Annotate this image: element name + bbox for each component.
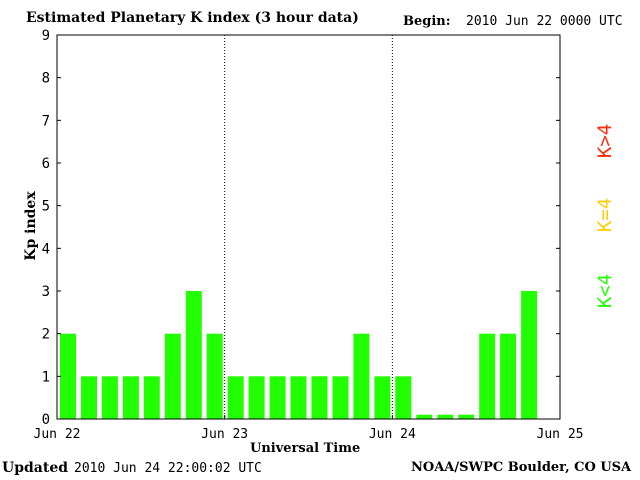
kp-bar — [416, 414, 433, 419]
y-tick-label: 6 — [42, 156, 50, 172]
y-tick-label: 8 — [42, 71, 50, 87]
y-tick-label: 5 — [42, 199, 50, 215]
legend-mid: K=4 — [594, 197, 616, 233]
source-credit: NOAA/SWPC Boulder, CO USA — [411, 460, 632, 475]
kp-bar — [332, 376, 349, 419]
y-tick-label: 1 — [42, 369, 50, 385]
kp-bar — [290, 376, 307, 419]
kp-bar — [395, 376, 412, 419]
kp-bar — [60, 333, 76, 419]
updated-value: 2010 Jun 24 22:00:02 UTC — [74, 461, 262, 476]
y-tick-label: 7 — [42, 113, 50, 129]
x-tick-label: Jun 23 — [201, 427, 248, 442]
chart-title: Estimated Planetary K index (3 hour data… — [26, 10, 359, 26]
kp-bar — [143, 376, 160, 419]
kp-bar — [227, 376, 244, 419]
kp-bar — [206, 333, 223, 419]
updated-label: Updated — [2, 460, 69, 476]
kp-bar — [81, 376, 97, 419]
kp-bar — [101, 376, 118, 419]
kp-bar — [500, 333, 517, 419]
plot-frame — [56, 34, 561, 420]
y-axis-label: Kp index — [23, 191, 39, 261]
kp-bar — [458, 414, 475, 419]
kp-bar — [248, 376, 265, 419]
legend-high: K>4 — [594, 123, 616, 159]
y-tick-label: 2 — [42, 327, 50, 343]
kp-bar — [437, 414, 454, 419]
kp-bar — [311, 376, 328, 419]
x-axis-label: Universal Time — [250, 441, 361, 456]
legend-low: K<4 — [594, 273, 616, 309]
y-tick-label: 4 — [42, 241, 50, 257]
y-tick-label: 9 — [42, 28, 50, 44]
kp-bar — [374, 376, 391, 419]
y-tick-label: 0 — [42, 412, 50, 428]
kp-bar — [122, 376, 139, 419]
kp-bar — [521, 291, 538, 419]
begin-label: Begin: — [403, 14, 451, 29]
y-tick-label: 3 — [42, 284, 50, 300]
kp-bar — [269, 376, 286, 419]
begin-value: 2010 Jun 22 0000 UTC — [466, 14, 623, 29]
x-tick-label: Jun 24 — [369, 427, 416, 442]
x-tick-label: Jun 25 — [537, 427, 584, 442]
kp-bar — [479, 333, 496, 419]
kp-bar — [185, 291, 202, 419]
kp-bar — [353, 333, 370, 419]
kp-bar — [164, 333, 181, 419]
x-tick-label: Jun 22 — [34, 427, 81, 442]
